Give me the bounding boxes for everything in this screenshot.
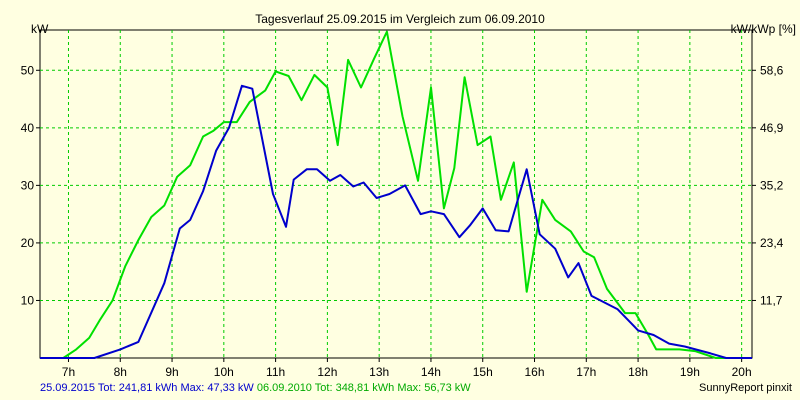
x-tick-label: 15h — [473, 365, 493, 379]
x-tick-label: 7h — [62, 365, 75, 379]
x-tick-label: 18h — [628, 365, 648, 379]
line-chart: 7h 8h 9h 10h 11h 12h 13h 14h 15h 16h 17h 18h 19h 20h 1… — [21, 12, 796, 379]
series-line-06-09-2010 — [40, 30, 752, 359]
x-tick-label: 14h — [421, 365, 441, 379]
x-tick-label: 20h — [732, 365, 752, 379]
x-tick-label: 13h — [369, 365, 389, 379]
x-tick-label: 10h — [214, 365, 234, 379]
x-tick-label: 12h — [317, 365, 337, 379]
y-tick-label-left: 50 — [21, 63, 35, 77]
y-axis-title-left: kW — [31, 22, 49, 36]
footer-summary-2015: 25.09.2015 Tot: 241,81 kWh Max: 47,33 kW — [40, 382, 254, 394]
y-tick-label-right: 58,6 — [760, 63, 784, 77]
y-tick-label-left: 30 — [21, 178, 35, 192]
y-tick-label-left: 20 — [21, 236, 35, 250]
y-tick-label-right: 35,2 — [760, 178, 784, 192]
y-tick-label-right: 11,7 — [760, 293, 783, 307]
series-line-25-09-2015 — [40, 84, 752, 359]
y-tick-label-left: 10 — [21, 293, 35, 307]
footer-summary-2010: 06.09.2010 Tot: 348,81 kWh Max: 56,73 kW — [256, 382, 471, 394]
x-tick-label: 8h — [114, 365, 127, 379]
x-tick-label: 19h — [680, 365, 700, 379]
chart-title: Tagesverlauf 25.09.2015 im Vergleich zum… — [255, 12, 545, 26]
plot-frame — [39, 29, 753, 359]
y-tick-label-right: 46,9 — [760, 121, 784, 135]
x-tick-label: 9h — [165, 365, 178, 379]
y-tick-label-left: 40 — [21, 121, 35, 135]
footer-credit: SunnyReport pinxit — [699, 382, 792, 394]
x-tick-label: 16h — [525, 365, 545, 379]
x-tick-label: 11h — [266, 365, 285, 379]
footer-summary: 25.09.2015 Tot: 241,81 kWh Max: 47,33 kW… — [40, 382, 471, 394]
x-tick-label: 17h — [576, 365, 596, 379]
y-tick-label-right: 23,4 — [760, 236, 784, 250]
y-axis-title-right: kW/kWp [%] — [731, 22, 796, 36]
